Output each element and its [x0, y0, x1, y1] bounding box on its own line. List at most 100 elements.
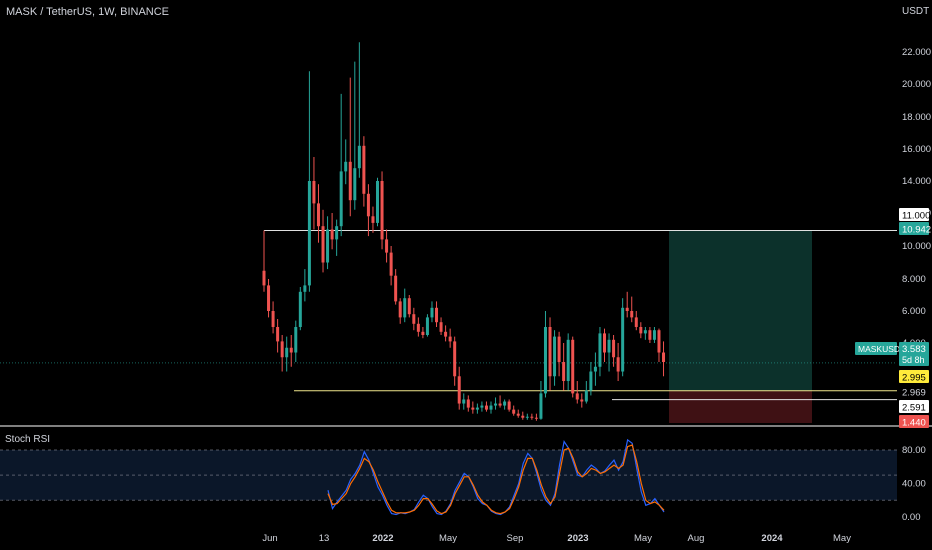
candle[interactable] — [539, 393, 543, 419]
candle[interactable] — [412, 314, 416, 324]
candle[interactable] — [457, 376, 461, 404]
candle[interactable] — [403, 298, 407, 318]
candle[interactable] — [530, 416, 534, 418]
candle[interactable] — [662, 352, 666, 363]
candle[interactable] — [285, 347, 289, 358]
candle[interactable] — [280, 341, 284, 358]
candle[interactable] — [353, 168, 357, 201]
candle[interactable] — [321, 226, 325, 263]
stop-zone[interactable] — [669, 390, 812, 423]
candle[interactable] — [593, 366, 597, 372]
candle[interactable] — [507, 401, 511, 410]
candle[interactable] — [634, 317, 638, 327]
candle[interactable] — [484, 405, 488, 410]
candle[interactable] — [262, 270, 266, 286]
candle[interactable] — [575, 393, 579, 400]
candle[interactable] — [621, 307, 625, 372]
candle[interactable] — [444, 331, 448, 337]
stoch-d-line[interactable] — [327, 444, 665, 515]
candle[interactable] — [657, 330, 661, 353]
price-tick-label: 16.000 — [902, 144, 931, 155]
candle[interactable] — [435, 307, 439, 323]
candle[interactable] — [289, 347, 293, 353]
candle[interactable] — [394, 275, 398, 302]
candle[interactable] — [276, 327, 280, 342]
stoch-k-line[interactable] — [327, 438, 665, 516]
price-tick-label: 22.000 — [902, 47, 931, 58]
candle[interactable] — [271, 311, 275, 327]
candle[interactable] — [316, 203, 320, 227]
price-label-stop: 1.440 — [902, 418, 926, 429]
candle[interactable] — [307, 181, 311, 286]
candle[interactable] — [630, 311, 634, 318]
candle[interactable] — [534, 417, 538, 419]
candle[interactable] — [380, 181, 384, 240]
price-tick-label: 14.000 — [902, 176, 931, 187]
candle[interactable] — [362, 145, 366, 194]
candle[interactable] — [471, 407, 475, 410]
candle[interactable] — [607, 339, 611, 353]
candle[interactable] — [525, 416, 529, 418]
candle[interactable] — [557, 336, 561, 363]
candle[interactable] — [326, 229, 330, 263]
candle[interactable] — [616, 357, 620, 372]
candle[interactable] — [480, 405, 484, 408]
rsi-tick-label: 40.00 — [902, 479, 926, 490]
candle[interactable] — [376, 181, 379, 223]
candle[interactable] — [366, 193, 370, 217]
candle[interactable] — [421, 331, 425, 335]
candle[interactable] — [344, 161, 348, 172]
candle[interactable] — [294, 327, 298, 353]
candle[interactable] — [566, 339, 570, 382]
candle[interactable] — [589, 371, 593, 391]
candle[interactable] — [543, 327, 547, 394]
candle[interactable] — [580, 399, 584, 402]
candle[interactable] — [489, 405, 493, 410]
candle[interactable] — [303, 285, 307, 292]
candle[interactable] — [462, 399, 466, 404]
candle[interactable] — [298, 291, 302, 327]
candle[interactable] — [625, 307, 629, 311]
candle[interactable] — [643, 330, 647, 334]
candle[interactable] — [553, 336, 557, 377]
candle[interactable] — [371, 216, 375, 223]
candle[interactable] — [430, 307, 434, 318]
candle[interactable] — [267, 285, 271, 311]
candle[interactable] — [330, 229, 334, 240]
candle[interactable] — [652, 330, 656, 340]
candle[interactable] — [562, 362, 566, 382]
candle[interactable] — [503, 401, 507, 406]
candle[interactable] — [612, 339, 616, 358]
time-tick-label: Sep — [507, 533, 524, 544]
candle[interactable] — [312, 181, 316, 204]
candle[interactable] — [494, 403, 498, 406]
candle[interactable] — [425, 317, 429, 335]
candle[interactable] — [603, 333, 606, 353]
candle[interactable] — [521, 415, 525, 418]
candle[interactable] — [348, 161, 352, 201]
candle[interactable] — [416, 323, 420, 332]
candle[interactable] — [571, 339, 575, 394]
candle[interactable] — [584, 390, 588, 402]
candle[interactable] — [339, 171, 343, 227]
candle[interactable] — [475, 407, 479, 410]
candle[interactable] — [439, 322, 443, 332]
candle[interactable] — [385, 239, 389, 253]
candle[interactable] — [548, 327, 552, 377]
candle[interactable] — [466, 399, 470, 408]
candle[interactable] — [407, 298, 411, 315]
candle[interactable] — [357, 145, 361, 169]
candle[interactable] — [512, 409, 516, 414]
candle[interactable] — [398, 301, 402, 318]
candle[interactable] — [389, 252, 393, 276]
candle[interactable] — [448, 336, 452, 342]
candle[interactable] — [516, 413, 520, 416]
candle[interactable] — [648, 330, 652, 340]
candle[interactable] — [598, 333, 602, 367]
candle[interactable] — [335, 226, 339, 240]
candle[interactable] — [639, 327, 643, 334]
candle[interactable] — [453, 341, 457, 377]
target-zone[interactable] — [669, 230, 812, 391]
candle[interactable] — [498, 403, 502, 406]
